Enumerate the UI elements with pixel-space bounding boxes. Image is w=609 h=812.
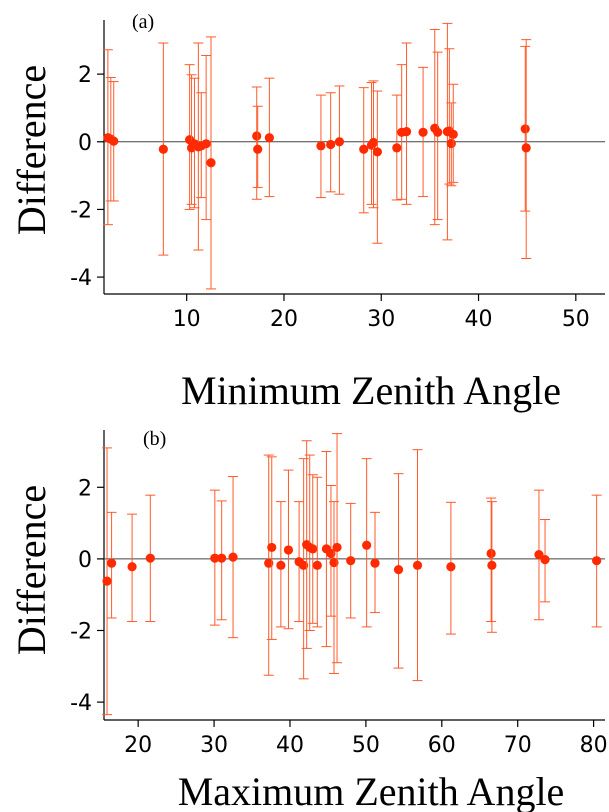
panel-b-ylabel: Difference <box>9 485 54 655</box>
panel-b-data-point <box>329 557 339 568</box>
panel-a-data-point <box>372 147 382 157</box>
panel-a-label: (a) <box>132 11 154 33</box>
panel-b-xlabel: Maximum Zenith Angle <box>178 769 565 812</box>
panel-b-data-point <box>592 556 602 566</box>
panel-b: (b) Difference Maximum Zenith Angle -4 -2… <box>9 428 608 812</box>
panel-b-data-point <box>534 549 544 560</box>
panel-b-data-point <box>145 553 155 563</box>
panel-b-data-point <box>393 565 404 575</box>
panel-b-data-point <box>308 544 318 554</box>
panel-a-data-point <box>334 137 345 147</box>
panel-b-data-point <box>362 540 372 550</box>
panel-b-data-point <box>283 545 294 555</box>
panel-a-data-point <box>521 143 531 153</box>
panel-b-data-point <box>264 558 274 568</box>
panel-a-data-point <box>446 138 456 149</box>
panel-a-data-point <box>252 131 262 141</box>
panel-a-y-tick-label: 0 <box>78 131 92 156</box>
panel-b-data-point <box>127 562 137 572</box>
panel-b-x-tick-label: 30 <box>200 733 228 758</box>
panel-a-data-point <box>316 141 326 151</box>
panel-a-data-point <box>359 144 369 154</box>
panel-a: (a) Difference Minimum Zenith Angle -4 -2… <box>9 11 605 413</box>
panel-b-data-point <box>106 558 117 568</box>
panel-b-x-tick-label: 20 <box>124 733 152 758</box>
panel-a-x-tick-label: 40 <box>465 307 493 332</box>
panel-a-x-tick-label: 10 <box>173 307 201 332</box>
panel-a-data-point <box>326 139 336 150</box>
panel-b-data-point <box>486 548 496 559</box>
panel-b-data-point <box>102 576 112 586</box>
panel-b-y-tick-label: 0 <box>78 548 92 573</box>
panel-a-xlabel: Minimum Zenith Angle <box>181 368 561 413</box>
panel-b-data-point <box>210 553 220 563</box>
panel-b-data-point <box>228 552 238 562</box>
panel-b-y-tick-label: -2 <box>70 619 92 644</box>
panel-b-data-point <box>446 562 456 572</box>
panel-b-x-tick-label: 80 <box>580 733 608 758</box>
panel-b-data-point <box>326 548 336 559</box>
panel-a-data-point <box>368 137 379 148</box>
panel-b-x-tick-label: 60 <box>428 733 456 758</box>
panel-a-data-point <box>520 124 530 134</box>
panel-a-y-tick-label: 2 <box>78 63 92 88</box>
panel-a-x-tick-label: 30 <box>367 307 395 332</box>
panel-b-y-tick-label: 2 <box>78 476 92 501</box>
panel-b-data-point <box>267 542 277 553</box>
panel-a-data-point <box>158 144 168 154</box>
panel-b-data-point <box>346 556 356 566</box>
panel-a-data-point <box>418 127 428 137</box>
panel-a-ylabel: Difference <box>9 65 54 235</box>
panel-b-data-point <box>487 560 497 570</box>
panel-a-y-tick-label: -2 <box>70 198 92 223</box>
panel-b-x-tick-label: 40 <box>276 733 304 758</box>
panel-b-plot-area: -4 -2 0 2 20 30 40 50 60 70 80 <box>70 430 608 758</box>
panel-b-y-tick-label: -4 <box>70 691 92 716</box>
panel-a-plot-area: -4 -2 0 2 10 20 30 40 50 <box>70 20 605 332</box>
panel-b-data-point <box>217 553 227 563</box>
panel-b-data-point <box>370 558 380 568</box>
panel-b-label: (b) <box>143 428 166 450</box>
panel-b-data-point <box>276 560 286 570</box>
panel-a-data-point <box>201 139 211 149</box>
panel-a-data-point <box>264 133 274 143</box>
panel-b-data-point <box>312 560 322 570</box>
panel-b-data-point <box>332 542 342 553</box>
panel-a-data-point <box>433 127 443 137</box>
panel-b-data-point <box>412 560 423 570</box>
panel-a-x-tick-label: 50 <box>562 307 590 332</box>
panel-b-data-point <box>299 560 309 570</box>
panel-a-x-tick-label: 20 <box>270 307 298 332</box>
panel-b-x-tick-label: 50 <box>352 733 380 758</box>
panel-a-data-point <box>206 158 216 168</box>
panel-a-data-point <box>109 136 119 146</box>
panel-b-x-tick-label: 70 <box>504 733 532 758</box>
panel-b-data-point <box>540 555 550 565</box>
panel-a-data-point <box>448 129 458 139</box>
panel-a-data-point <box>392 143 402 153</box>
panel-a-y-tick-label: -4 <box>70 266 92 291</box>
panel-a-data-point <box>253 144 263 154</box>
panel-a-data-point <box>401 127 412 137</box>
